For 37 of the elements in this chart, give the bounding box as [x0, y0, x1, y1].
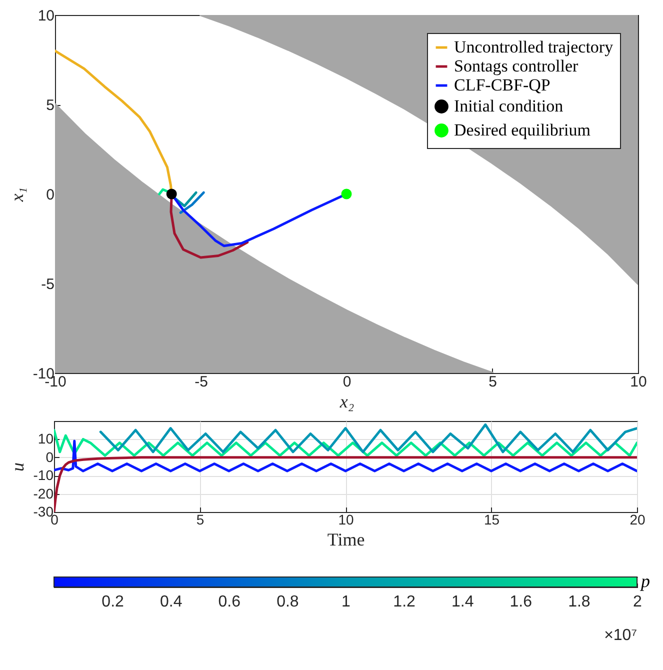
y-tick-label: -5: [41, 276, 54, 293]
color-bar-title: p: [639, 571, 650, 591]
x-tick-label: 20: [630, 512, 646, 528]
x-axis-title: Time: [327, 530, 365, 550]
x-tick-label: 10: [338, 512, 354, 528]
x-tick-label: 5: [488, 374, 497, 390]
color-bar-label: 0.8: [276, 594, 299, 610]
color-bar-label: 1.2: [393, 594, 416, 610]
y-tick-label: 10: [38, 430, 54, 447]
legend-label: Desired equilibrium: [454, 120, 590, 140]
x-tick-label: 0: [342, 374, 352, 390]
color-bar-label: 2: [633, 594, 642, 610]
y-axis-title: x₁: [6, 187, 27, 203]
x-tick-label: 15: [484, 512, 500, 528]
x-tick-label: 10: [630, 374, 647, 390]
y-tick-label: -20: [33, 485, 54, 502]
x-tick-label: -5: [194, 374, 208, 390]
y-tick-label: 0: [46, 186, 54, 204]
color-bar-label: 1.8: [568, 594, 590, 610]
x-tick-label: 5: [196, 512, 204, 528]
y-axis-title: u: [7, 462, 28, 472]
x-axis-title: x₂: [338, 392, 354, 412]
y-tick-label: 10: [38, 8, 54, 24]
color-bar-label: 1.4: [451, 594, 474, 610]
y-tick-label: -10: [33, 467, 54, 484]
text: ×10⁷: [604, 627, 638, 644]
color-bar-label: 1: [342, 594, 351, 610]
legend-label: CLF-CBF-QP: [454, 76, 550, 94]
color-bar-label: 1.6: [510, 594, 532, 610]
y-tick-label: 5: [46, 97, 54, 114]
y-tick-label: 0: [46, 448, 54, 465]
color-bar-label: 0.4: [160, 594, 182, 610]
color-bar-label: 0.2: [102, 594, 124, 610]
legend-label: Initial condition: [454, 96, 564, 116]
legend-label: Uncontrolled trajectory: [454, 38, 614, 56]
legend-label: Sontags controller: [454, 56, 579, 76]
color-bar-label: 0.6: [218, 594, 241, 610]
